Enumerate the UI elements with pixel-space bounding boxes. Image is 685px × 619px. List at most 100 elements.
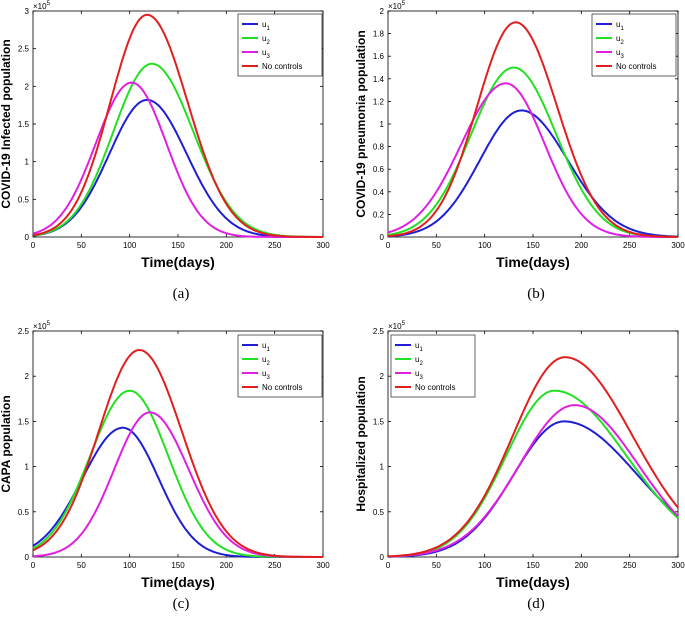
y-tick-label: 0 bbox=[25, 553, 30, 562]
x-tick-label: 0 bbox=[386, 241, 391, 250]
exponent-power: 5 bbox=[47, 1, 51, 7]
x-tick-label: 0 bbox=[31, 561, 36, 570]
legend-entry: u2 bbox=[262, 34, 270, 46]
y-tick-label: 1 bbox=[25, 158, 30, 167]
y-tick-label: 0 bbox=[380, 553, 385, 562]
exponent-base: ×10 bbox=[388, 2, 402, 11]
x-tick-label: 150 bbox=[171, 241, 185, 250]
legend-entry: No controls bbox=[415, 383, 455, 392]
x-axis-label: Time(days) bbox=[496, 574, 570, 590]
exponent-power: 5 bbox=[402, 321, 406, 327]
legend-entry-name: u bbox=[262, 369, 266, 378]
legend-entry-name: u bbox=[262, 34, 266, 43]
legend-entry-name: No controls bbox=[616, 62, 656, 71]
series-line-4 bbox=[32, 13, 323, 238]
y-tick-label: 0.8 bbox=[373, 143, 385, 152]
exponent-label: ×105 bbox=[388, 321, 406, 331]
legend-entry: u2 bbox=[616, 34, 624, 46]
series-line-2 bbox=[387, 389, 679, 558]
exponent-label: ×105 bbox=[33, 321, 51, 331]
y-axis-label: COVID-19 Infected population bbox=[0, 39, 13, 208]
legend-entry: u1 bbox=[262, 20, 270, 32]
legend-entry-name: u bbox=[262, 341, 266, 350]
y-tick-label: 0.4 bbox=[373, 188, 385, 197]
panel-2: 0 50 100 150 200 250 300 0 0.2 0.4 0.6 0.8 1 1.2 1.4 1.… bbox=[354, 1, 685, 302]
x-tick-label: 200 bbox=[220, 561, 234, 570]
legend-entry-name: u bbox=[262, 48, 266, 57]
legend-entry-name: u bbox=[415, 369, 419, 378]
legend-entry: u3 bbox=[262, 369, 270, 381]
legend-entry-name: u bbox=[415, 355, 419, 364]
panel-1: 0 50 100 150 200 250 30000.511.522.53×105Time(… bbox=[0, 1, 330, 302]
y-tick-label: 1.5 bbox=[18, 417, 30, 426]
y-tick-label: 0.5 bbox=[373, 508, 385, 517]
x-tick-label: 50 bbox=[77, 561, 86, 570]
y-tick-label: 2.5 bbox=[18, 45, 30, 54]
panel-caption: (d) bbox=[527, 596, 545, 612]
legend-entry: u3 bbox=[262, 48, 270, 60]
x-tick-label: 150 bbox=[171, 561, 185, 570]
legend-entry-name: u bbox=[415, 341, 419, 350]
y-tick-label: 1.6 bbox=[373, 52, 385, 61]
y-tick-label: 2.5 bbox=[373, 327, 385, 336]
x-tick-label: 250 bbox=[268, 241, 282, 250]
x-tick-label: 50 bbox=[77, 241, 86, 250]
x-tick-label: 250 bbox=[623, 241, 637, 250]
legend-entry-subscript: 2 bbox=[266, 40, 270, 46]
y-tick-label: 0.5 bbox=[18, 508, 30, 517]
x-tick-label: 300 bbox=[671, 561, 685, 570]
y-tick-label: 1.2 bbox=[373, 97, 385, 106]
x-axis-label: Time(days) bbox=[141, 254, 215, 270]
x-tick-label: 50 bbox=[432, 241, 441, 250]
y-tick-label: 1 bbox=[380, 463, 385, 472]
x-tick-label: 200 bbox=[575, 561, 589, 570]
legend-entry-subscript: 1 bbox=[419, 347, 423, 353]
x-tick-label: 100 bbox=[123, 241, 137, 250]
panel-caption: (b) bbox=[527, 286, 545, 302]
series-line-3 bbox=[387, 82, 678, 238]
legend-entry-subscript: 3 bbox=[266, 375, 270, 381]
x-axis-label: Time(days) bbox=[496, 254, 570, 270]
legend-entry: u1 bbox=[415, 341, 423, 353]
series-line-4 bbox=[387, 356, 679, 558]
x-tick-label: 150 bbox=[526, 561, 540, 570]
panel-3: 0 50 100 150 200 250 300 0 0.5 1 1.5 2 2.5×105 Time(d… bbox=[0, 321, 330, 612]
y-tick-label: 0.6 bbox=[373, 165, 385, 174]
y-tick-label: 0 bbox=[25, 233, 30, 242]
legend-entry-subscript: 2 bbox=[266, 361, 270, 367]
legend-entry-name: No controls bbox=[415, 383, 455, 392]
legend-entry: u1 bbox=[616, 20, 624, 32]
y-tick-label: 1.5 bbox=[18, 120, 30, 129]
legend-entry-subscript: 3 bbox=[419, 375, 423, 381]
exponent-power: 5 bbox=[402, 1, 406, 7]
y-tick-label: 2.5 bbox=[18, 327, 30, 336]
legend-entry: u1 bbox=[262, 341, 270, 353]
y-tick-label: 3 bbox=[25, 7, 30, 16]
y-tick-label: 2 bbox=[380, 7, 385, 16]
x-tick-label: 200 bbox=[220, 241, 234, 250]
legend-entry: No controls bbox=[616, 62, 656, 71]
x-tick-label: 300 bbox=[316, 561, 330, 570]
exponent-base: ×10 bbox=[33, 2, 47, 11]
y-tick-label: 1 bbox=[25, 463, 30, 472]
y-tick-label: 1.8 bbox=[373, 30, 385, 39]
panel-caption: (c) bbox=[173, 596, 190, 612]
y-tick-label: 2 bbox=[25, 372, 30, 381]
legend-entry: u3 bbox=[415, 369, 423, 381]
legend-entry-subscript: 3 bbox=[620, 54, 624, 60]
series-line-3 bbox=[32, 81, 323, 238]
panel-caption: (a) bbox=[173, 286, 190, 302]
legend-entry: No controls bbox=[262, 62, 302, 71]
x-tick-label: 0 bbox=[386, 561, 391, 570]
x-tick-label: 100 bbox=[123, 561, 137, 570]
x-tick-label: 100 bbox=[478, 241, 492, 250]
y-tick-label: 1.4 bbox=[373, 75, 385, 84]
legend: u1 u2 u3 No controls bbox=[237, 13, 323, 77]
panel-4: 0 50 100 150 200 250 300 0 0.5 1 1.5 2 2.5×105 Time(d… bbox=[354, 321, 685, 612]
legend-entry-subscript: 2 bbox=[419, 361, 423, 367]
x-tick-label: 300 bbox=[316, 241, 330, 250]
